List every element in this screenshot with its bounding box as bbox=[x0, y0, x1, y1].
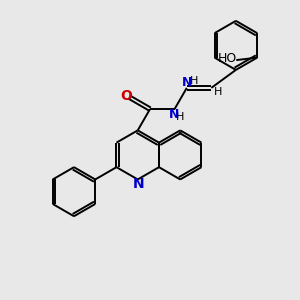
Text: HO: HO bbox=[218, 52, 237, 65]
Text: O: O bbox=[120, 88, 132, 103]
Text: H: H bbox=[214, 87, 222, 97]
Text: N: N bbox=[182, 76, 192, 89]
Text: H: H bbox=[176, 112, 184, 122]
Text: N: N bbox=[132, 177, 144, 191]
Text: H: H bbox=[190, 76, 198, 85]
Text: N: N bbox=[169, 108, 180, 121]
